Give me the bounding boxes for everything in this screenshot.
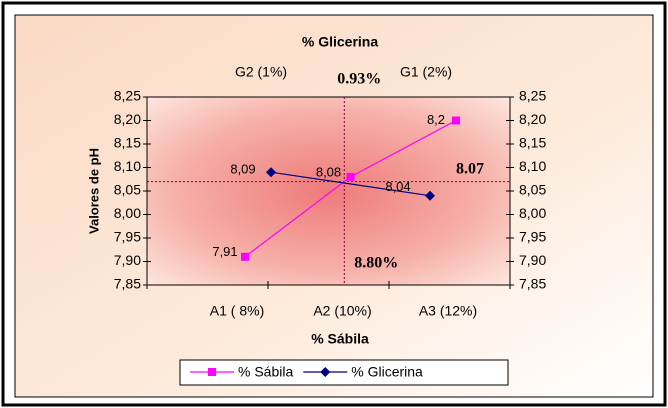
reference-bottom-label: 8.80%: [354, 255, 398, 272]
y-tick-label: 8,05: [114, 182, 141, 198]
x-axis-title: % Sábila: [311, 331, 369, 347]
y-tick-label: 7,90: [114, 252, 141, 268]
reference-label: 8.07: [456, 160, 484, 177]
x-tick-label: A3 (12%): [419, 303, 477, 319]
y2-tick-label: 8,25: [519, 88, 546, 104]
top-tick-label: G2 (1%): [235, 64, 287, 80]
y-axis-title: Valores de pH: [86, 148, 101, 234]
y2-tick-label: 8,05: [519, 182, 546, 198]
series-line: [270, 171, 431, 197]
legend-label: % Glicerina: [351, 364, 423, 380]
y-tick-label: 8,10: [114, 158, 141, 174]
legend-label: % Sábila: [238, 364, 293, 380]
x-tick-label: A2 (10%): [313, 303, 371, 319]
point: [346, 172, 355, 181]
y2-tick-label: 7,90: [519, 252, 546, 268]
y-tick-label: 8,20: [114, 111, 141, 127]
data-label: 8,2: [427, 112, 445, 127]
reference-top-label: 0.93%: [337, 71, 381, 88]
point: [452, 116, 460, 125]
y-tick-label: 7,95: [114, 229, 141, 245]
data-label: 8,08: [316, 164, 341, 179]
x-tick-label: A1 ( 8%): [210, 303, 264, 319]
y2-tick-label: 7,85: [519, 276, 546, 292]
point: [425, 190, 435, 201]
chart-title: % Glicerina: [302, 34, 378, 50]
data-label: 7,91: [212, 244, 237, 259]
legend-marker: [208, 368, 216, 376]
data-label: 8,09: [230, 162, 255, 177]
data-label: 8,04: [385, 179, 410, 194]
top-tick-label: G1 (2%): [400, 64, 452, 80]
y-tick-label: 7,85: [114, 276, 141, 292]
y2-tick-label: 7,95: [519, 229, 546, 245]
y2-tick-label: 8,15: [519, 135, 546, 151]
y-tick-label: 8,00: [114, 205, 141, 221]
plot-area: [146, 96, 511, 286]
y-tick-label: 8,25: [114, 88, 141, 104]
point: [241, 252, 249, 261]
point: [266, 167, 276, 178]
y-tick-label: 8,15: [114, 135, 141, 151]
y2-tick-label: 8,10: [519, 158, 546, 174]
y2-tick-label: 8,20: [519, 111, 546, 127]
legend-marker: [320, 367, 331, 377]
y2-tick-label: 8,00: [519, 205, 546, 221]
